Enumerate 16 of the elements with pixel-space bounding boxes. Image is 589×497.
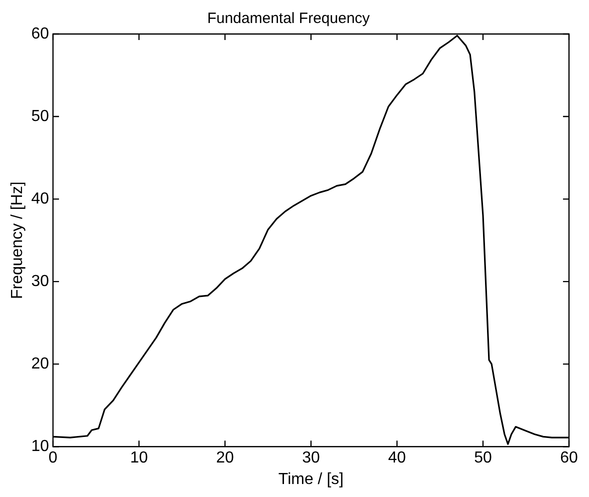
x-tick-label: 50 bbox=[474, 450, 492, 467]
x-tick-label: 20 bbox=[216, 450, 234, 467]
y-tick-label: 60 bbox=[31, 25, 50, 42]
x-tick-label: 60 bbox=[560, 450, 578, 467]
y-axis-title: Frequency / [Hz] bbox=[9, 182, 26, 299]
x-tick-label: 0 bbox=[48, 450, 58, 467]
x-axis-title: Time / [s] bbox=[278, 470, 344, 488]
x-tick-label: 10 bbox=[130, 450, 148, 467]
chart-title: Fundamental Frequency bbox=[207, 10, 370, 28]
y-tick-label: 50 bbox=[31, 108, 50, 125]
y-tick-label: 30 bbox=[31, 272, 50, 290]
x-tick-label: 40 bbox=[388, 450, 406, 467]
y-tick-label: 40 bbox=[31, 190, 50, 208]
x-tick-label: 30 bbox=[302, 450, 320, 467]
y-tick-label: 10 bbox=[31, 438, 50, 456]
y-tick-label: 20 bbox=[31, 355, 50, 372]
